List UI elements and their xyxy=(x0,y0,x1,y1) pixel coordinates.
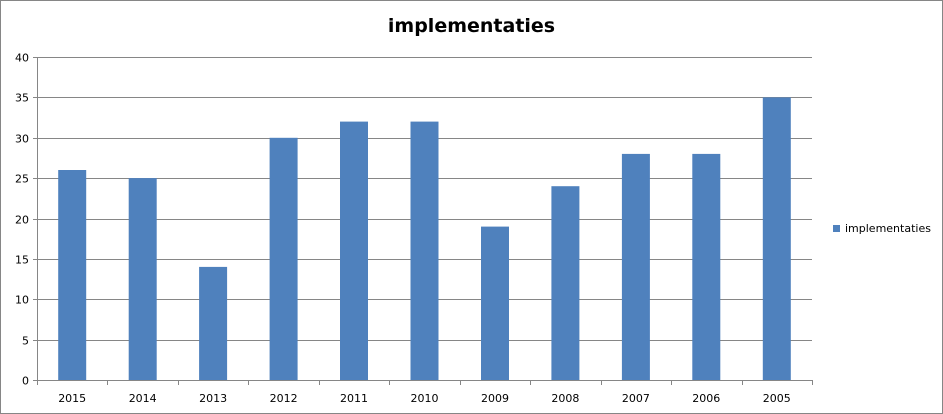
bar-2015 xyxy=(58,170,87,380)
x-tick-label: 2010 xyxy=(411,392,439,405)
y-tick-label: 30 xyxy=(15,133,29,146)
x-tick-label: 2009 xyxy=(481,392,509,405)
y-tick-label: 0 xyxy=(22,375,29,388)
bar-2005 xyxy=(762,97,791,381)
x-tick-label: 2012 xyxy=(270,392,298,405)
y-tick-label: 35 xyxy=(15,92,29,105)
x-tick-label: 2006 xyxy=(692,392,720,405)
legend-swatch xyxy=(833,225,840,232)
x-tick-label: 2005 xyxy=(763,392,791,405)
x-tick-label: 2011 xyxy=(340,392,368,405)
bar-2013 xyxy=(199,266,228,380)
x-tick-label: 2014 xyxy=(129,392,157,405)
bar-2009 xyxy=(481,226,509,380)
y-tick-label: 15 xyxy=(15,254,29,267)
bar-2007 xyxy=(621,153,650,380)
bar-2014 xyxy=(128,178,157,380)
x-tick-label: 2015 xyxy=(58,392,86,405)
x-tick-label: 2013 xyxy=(199,392,227,405)
bar-2006 xyxy=(692,153,721,380)
y-tick-label: 5 xyxy=(22,335,29,348)
y-tick-label: 10 xyxy=(15,294,29,307)
bar-2011 xyxy=(340,121,368,380)
chart-title: implementaties xyxy=(387,15,556,37)
y-tick-label: 40 xyxy=(15,52,29,65)
legend: implementaties xyxy=(833,222,931,235)
y-tick-label: 25 xyxy=(15,173,29,186)
legend-label: implementaties xyxy=(845,222,931,235)
bar-2008 xyxy=(551,186,580,380)
bar-2012 xyxy=(269,137,298,381)
x-tick-label: 2008 xyxy=(551,392,579,405)
bar-2010 xyxy=(410,121,439,380)
x-tick-label: 2007 xyxy=(622,392,650,405)
y-tick-label: 20 xyxy=(15,214,29,227)
